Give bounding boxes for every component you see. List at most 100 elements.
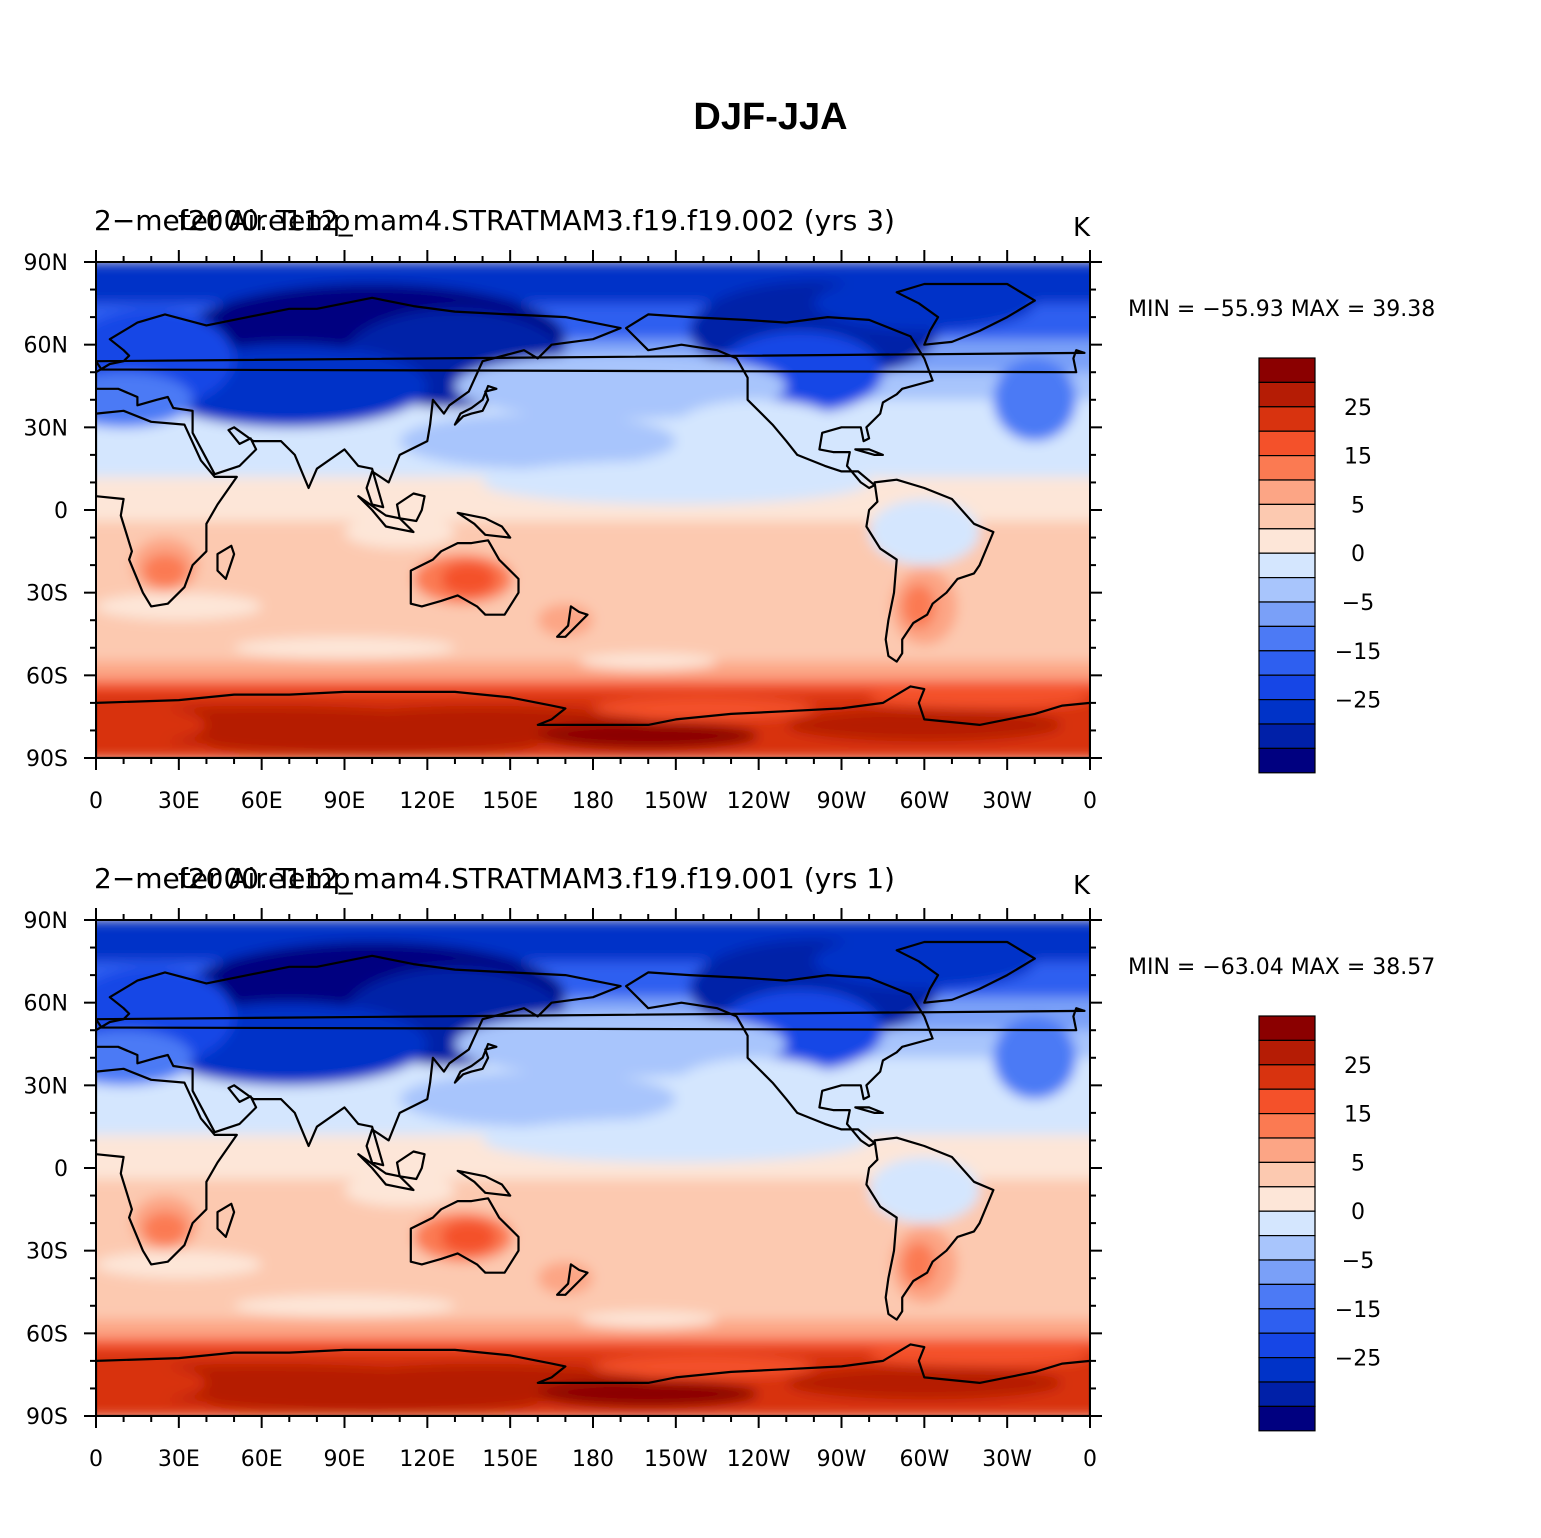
field-region bbox=[537, 1380, 759, 1408]
panel-units: K bbox=[1073, 871, 1091, 901]
lon-tick-label: 120W bbox=[727, 789, 791, 814]
colorbar-segment bbox=[1258, 1259, 1316, 1285]
panel-title-left: 2−meter Air Temp bbox=[94, 204, 350, 237]
lon-tick-label: 60W bbox=[899, 1447, 949, 1472]
colorbar-segment bbox=[1258, 552, 1316, 579]
field-region bbox=[96, 592, 262, 621]
coastline bbox=[96, 296, 622, 509]
field-band bbox=[96, 1349, 1090, 1368]
field-region bbox=[142, 554, 188, 588]
temperature-field bbox=[96, 920, 1090, 1416]
lat-tick-label: 30N bbox=[24, 416, 68, 441]
colorbar-segment bbox=[1258, 1405, 1316, 1432]
colorbar-segment bbox=[1258, 479, 1316, 505]
colorbar-label: 5 bbox=[1351, 1151, 1365, 1176]
field-region bbox=[593, 1355, 814, 1378]
colorbar-segment bbox=[1258, 625, 1316, 652]
lat-tick-label: 90N bbox=[24, 251, 68, 276]
colorbar-segment bbox=[1258, 357, 1316, 383]
coastline bbox=[854, 448, 885, 456]
lon-tick-label: 120W bbox=[727, 1447, 791, 1472]
field-region bbox=[786, 708, 1063, 742]
field-region bbox=[813, 933, 1035, 989]
lon-tick-label: 30W bbox=[982, 1447, 1032, 1472]
coastline bbox=[895, 282, 1036, 346]
map-panel-top: 0 30E 60E 90E 120E 150E 180 150W 120W 90W 60W 30W 09… bbox=[24, 204, 1436, 814]
field-region bbox=[537, 722, 759, 750]
lon-tick-label: 30E bbox=[158, 789, 200, 814]
colorbar-segment bbox=[1258, 1234, 1316, 1261]
panel-title-center: f2000.e112_mam4.STRATMAM3.f19.f19.001 (y… bbox=[178, 862, 895, 895]
field-region bbox=[675, 399, 842, 455]
lat-tick-label: 0 bbox=[54, 1157, 68, 1182]
lon-tick-label: 150W bbox=[644, 789, 708, 814]
field-contours bbox=[96, 262, 1090, 758]
field-region bbox=[786, 1366, 1063, 1400]
colorbar-label: 15 bbox=[1344, 1103, 1372, 1128]
field-band bbox=[96, 661, 1090, 682]
panel-title-left: 2−meter Air Temp bbox=[94, 862, 350, 895]
coastline bbox=[96, 685, 1090, 758]
field-region bbox=[96, 1360, 207, 1405]
lat-tick-label: 90S bbox=[26, 1405, 68, 1430]
colorbar-label: 25 bbox=[1344, 396, 1372, 421]
colorbar-label: 15 bbox=[1344, 445, 1372, 470]
field-region bbox=[454, 352, 787, 420]
coastline bbox=[357, 1153, 415, 1192]
field-region bbox=[593, 697, 814, 720]
colorbar-segment bbox=[1258, 1308, 1316, 1334]
field-region bbox=[96, 702, 207, 747]
map-panel-bottom: 0 30E 60E 90E 120E 150E 180 150W 120W 90W 60W 30W 09… bbox=[24, 862, 1436, 1472]
coastline bbox=[96, 409, 238, 608]
field-region bbox=[96, 1250, 262, 1279]
colorbar-segment bbox=[1258, 1332, 1316, 1359]
field-region bbox=[482, 1118, 870, 1163]
field-region bbox=[234, 636, 455, 659]
lon-tick-label: 90W bbox=[817, 789, 867, 814]
field-region bbox=[813, 275, 1035, 331]
coastline bbox=[96, 349, 1086, 374]
lon-tick-label: 60E bbox=[241, 1447, 283, 1472]
coastline bbox=[453, 384, 498, 426]
field-region bbox=[344, 515, 455, 549]
lat-tick-label: 90S bbox=[26, 747, 68, 772]
coastline bbox=[96, 1067, 238, 1266]
axis-ticks: 0 30E 60E 90E 120E 150E 180 150W 120W 90W 60W 30W 09… bbox=[24, 908, 1102, 1472]
field-region bbox=[206, 1391, 538, 1414]
field-region bbox=[902, 1242, 936, 1287]
colorbar-segment bbox=[1258, 747, 1316, 774]
lon-tick-label: 90W bbox=[817, 1447, 867, 1472]
field-region bbox=[993, 1016, 1077, 1100]
field-region bbox=[344, 1173, 455, 1207]
field-region bbox=[441, 1220, 497, 1254]
coastline bbox=[555, 605, 589, 638]
colorbar-segment bbox=[1258, 1015, 1316, 1041]
field-region bbox=[206, 733, 538, 756]
coastline bbox=[456, 511, 512, 539]
colorbar-segment bbox=[1258, 698, 1316, 725]
colorbar-segment bbox=[1258, 1161, 1316, 1188]
panel-title-center: f2000.e112_mam4.STRATMAM3.f19.f19.002 (y… bbox=[178, 204, 895, 237]
colorbar-segment bbox=[1258, 674, 1316, 701]
coastline bbox=[409, 1197, 520, 1274]
colorbar-segment bbox=[1258, 406, 1316, 432]
field-region bbox=[96, 1030, 193, 1086]
coastline bbox=[453, 1042, 498, 1084]
lon-tick-label: 0 bbox=[1083, 789, 1097, 814]
field-contours bbox=[96, 920, 1090, 1416]
colorbar-segment bbox=[1258, 430, 1316, 457]
colorbar-segment bbox=[1258, 381, 1316, 408]
field-region bbox=[579, 653, 718, 670]
colorbar-segment bbox=[1258, 1088, 1316, 1115]
field-region bbox=[482, 460, 870, 505]
colorbar-segment bbox=[1258, 1381, 1316, 1407]
coastline bbox=[555, 1263, 589, 1296]
figure-title: DJF-JJA bbox=[693, 96, 848, 138]
lon-tick-label: 150E bbox=[482, 1447, 538, 1472]
colorbar-label: −5 bbox=[1342, 1249, 1374, 1274]
field-region bbox=[399, 413, 676, 469]
field-region bbox=[234, 1294, 455, 1317]
coastline bbox=[865, 1136, 995, 1321]
lon-tick-label: 120E bbox=[399, 1447, 455, 1472]
colorbar-segment bbox=[1258, 1356, 1316, 1383]
